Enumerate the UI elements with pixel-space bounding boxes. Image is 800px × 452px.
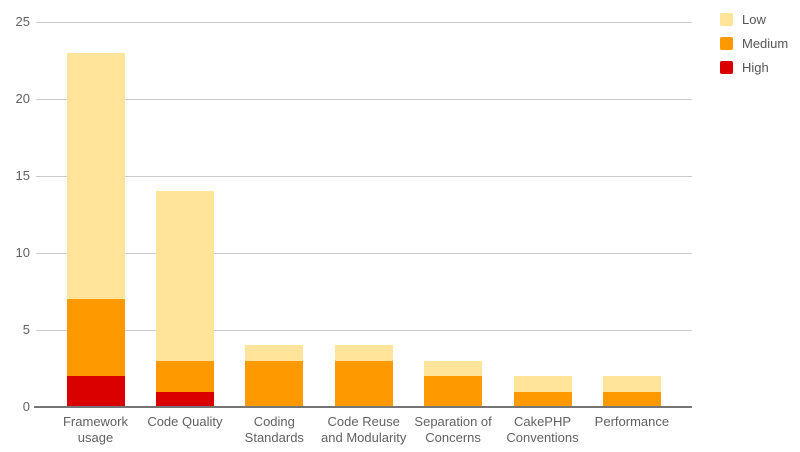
bar-segment-medium-3[interactable] [245,360,304,407]
bar-segment-high-2[interactable] [155,391,214,407]
legend-item-low[interactable]: Low [720,13,788,26]
legend-item-medium[interactable]: Medium [720,37,788,50]
y-tick-label-25: 25 [15,14,30,29]
legend-label-low: Low [742,12,766,27]
legend-label-high: High [742,60,769,75]
bar-segment-low-2[interactable] [155,191,214,361]
bar-segment-low-4[interactable] [334,345,393,361]
x-category-label-3: Coding Standards [244,414,304,445]
bar-segment-low-5[interactable] [424,360,483,377]
y-tick-label-15: 15 [15,168,30,183]
bar-segment-medium-4[interactable] [334,360,393,407]
bar-segment-medium-6[interactable] [513,391,572,407]
x-category-label-1: Framework usage [62,414,128,445]
y-tick-label-10: 10 [15,245,30,260]
bar-segment-low-6[interactable] [513,376,572,392]
gridline-25 [36,22,692,23]
x-axis-baseline [34,406,692,408]
legend-item-high[interactable]: High [720,61,788,74]
bar-segment-low-3[interactable] [245,345,304,361]
bar-segment-high-1[interactable] [66,376,125,407]
y-tick-label-0: 0 [22,399,30,414]
bar-segment-medium-2[interactable] [155,360,214,392]
x-category-label-4: Code Reuse and Modularity [321,414,407,445]
gridline-20 [36,99,692,100]
legend: Low Medium High [720,13,788,74]
legend-swatch-high [720,61,733,74]
gridline-15 [36,176,692,177]
bar-segment-medium-7[interactable] [602,391,661,407]
gridline-10 [36,253,692,254]
legend-label-medium: Medium [742,36,789,51]
x-category-label-6: CakePHP Conventions [506,414,579,445]
y-tick-label-20: 20 [15,91,30,106]
legend-swatch-medium [720,37,733,50]
y-tick-label-5: 5 [22,322,30,337]
x-category-label-2: Code Quality [147,414,223,429]
bar-segment-medium-1[interactable] [66,299,125,377]
gridline-5 [36,330,692,331]
x-category-label-7: Performance [594,414,670,429]
bar-segment-low-1[interactable] [66,52,125,300]
legend-swatch-low [720,13,733,26]
bar-segment-low-7[interactable] [602,376,661,392]
bar-segment-medium-5[interactable] [424,376,483,407]
x-category-label-5: Separation of Concerns [414,414,492,445]
